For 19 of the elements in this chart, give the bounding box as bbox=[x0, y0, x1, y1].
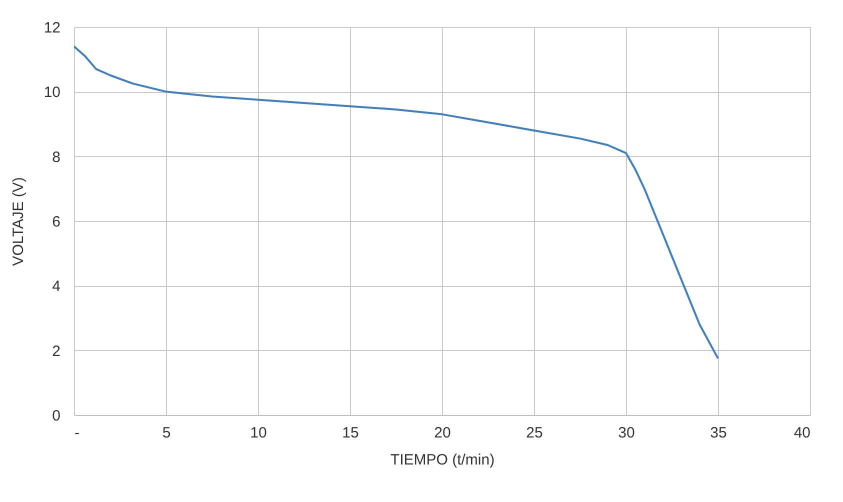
y-axis-title: VOLTAJE (V) bbox=[10, 177, 27, 266]
y-tick-label: 8 bbox=[52, 148, 60, 166]
x-tick-label: 30 bbox=[618, 424, 635, 442]
y-tick-label: 2 bbox=[52, 342, 60, 360]
line-series bbox=[74, 45, 719, 360]
y-tick-label: 0 bbox=[52, 408, 60, 424]
y-tick-label: 10 bbox=[44, 84, 60, 102]
y-tick-label: 4 bbox=[52, 278, 60, 296]
y-tick-label: 6 bbox=[52, 214, 60, 230]
x-tick-label: 10 bbox=[250, 424, 267, 442]
x-tick-label: 25 bbox=[526, 424, 543, 442]
x-tick-label: 20 bbox=[434, 424, 451, 442]
x-axis-title: TIEMPO (t/min) bbox=[390, 452, 495, 468]
x-tick-label: 5 bbox=[162, 424, 171, 442]
x-tick-label: 15 bbox=[342, 424, 359, 442]
x-tick-label: 40 bbox=[794, 424, 810, 442]
x-tick-label: 35 bbox=[710, 424, 727, 442]
y-tick-label: 12 bbox=[44, 20, 60, 36]
x-tick-label: - bbox=[74, 424, 80, 442]
